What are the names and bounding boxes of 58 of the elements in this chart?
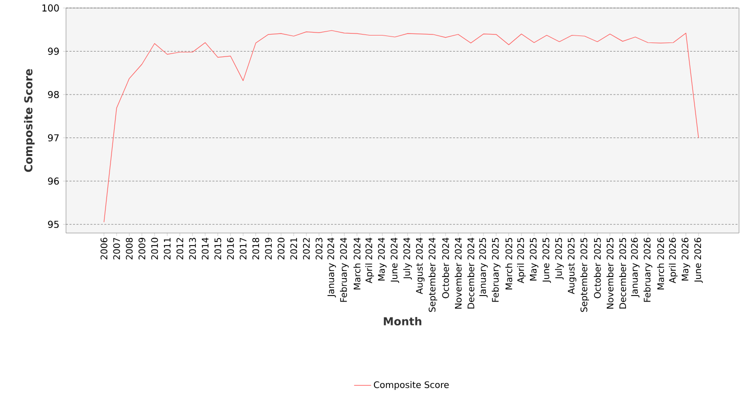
- x-tick-label: June 2026: [694, 238, 703, 283]
- x-tick-label: September 2024: [428, 238, 438, 312]
- x-tick-label: August 2025: [568, 238, 576, 294]
- x-tick-label: 2011: [164, 238, 171, 260]
- x-tick-label: 2017: [240, 238, 247, 260]
- x-tick-label: 2023: [316, 238, 322, 260]
- x-tick-label: 2020: [278, 238, 284, 260]
- x-tick-label: 2008: [126, 238, 133, 260]
- legend-label: Composite Score: [374, 381, 449, 390]
- x-tick-label: 2016: [227, 238, 234, 260]
- y-tick-label: 97: [48, 134, 59, 142]
- y-tick-label: 96: [48, 177, 59, 185]
- y-tick-label: 100: [42, 4, 59, 12]
- x-tick-label: July 2025: [555, 238, 564, 280]
- x-axis-title: Month: [384, 316, 422, 326]
- x-tick-label: June 2025: [542, 238, 551, 283]
- x-tick-label: January 2026: [631, 238, 640, 298]
- line-series: [104, 30, 699, 222]
- x-tick-label: May 2025: [530, 238, 538, 281]
- x-tick-label: March 2025: [505, 238, 512, 290]
- x-tick-label: December 2024: [467, 238, 474, 308]
- x-tick-label: June 2024: [390, 238, 400, 283]
- x-tick-label: March 2024: [354, 238, 360, 290]
- x-tick-label: September 2025: [580, 238, 590, 312]
- x-tick-label: February 2024: [340, 238, 349, 302]
- x-tick-label: 2009: [138, 238, 146, 260]
- x-tick-label: January 2024: [327, 238, 336, 298]
- x-tick-label: November 2025: [606, 238, 614, 309]
- x-tick-label: November 2024: [454, 238, 462, 309]
- x-tick-label: 2012: [176, 238, 184, 260]
- x-tick-label: May 2024: [378, 238, 387, 281]
- x-tick-label: 2014: [202, 238, 209, 260]
- x-tick-label: 2015: [214, 238, 222, 260]
- x-tick-label: December 2025: [619, 238, 626, 308]
- x-tick-label: 2021: [290, 238, 298, 260]
- x-tick-label: May 2026: [682, 238, 690, 281]
- x-tick-label: 2007: [113, 238, 120, 260]
- x-tick-label: 2022: [302, 238, 310, 260]
- x-tick-label: January 2025: [479, 238, 488, 298]
- y-tick-label: 99: [48, 48, 59, 55]
- y-tick-label: 95: [48, 220, 59, 228]
- x-tick-label: October 2024: [442, 238, 449, 298]
- x-tick-label: April 2024: [365, 238, 374, 284]
- x-tick-label: August 2024: [416, 238, 424, 294]
- x-tick-label: July 2024: [403, 238, 412, 280]
- x-tick-label: 2018: [252, 238, 260, 260]
- x-tick-label: 2019: [265, 238, 272, 260]
- x-tick-label: 2013: [189, 238, 196, 260]
- x-tick-label: February 2026: [644, 238, 652, 302]
- y-tick-label: 98: [48, 90, 59, 98]
- x-tick-label: October 2025: [594, 238, 601, 298]
- x-tick-label: March 2026: [657, 238, 664, 290]
- x-tick-label: 2006: [100, 238, 108, 260]
- x-tick-label: 2010: [151, 238, 158, 260]
- x-tick-label: April 2026: [668, 238, 678, 284]
- x-tick-label: April 2025: [517, 238, 526, 284]
- x-tick-label: February 2025: [492, 238, 500, 302]
- y-axis-title: Composite Score: [24, 69, 35, 172]
